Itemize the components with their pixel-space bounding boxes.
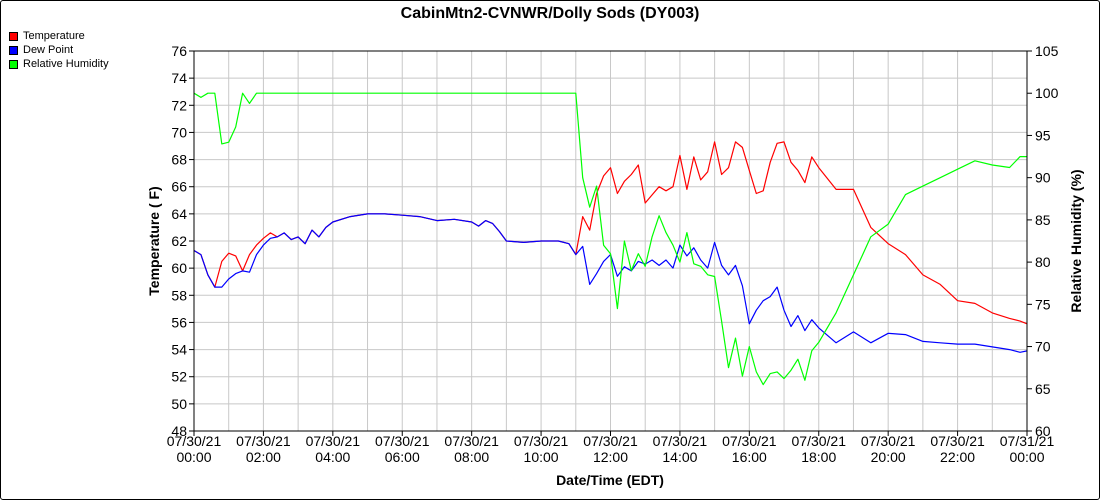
y-right-tick-label: 100 <box>1035 85 1059 101</box>
x-tick-label-time: 14:00 <box>662 449 697 465</box>
x-tick-label-date: 07/30/21 <box>722 433 777 449</box>
x-tick-label-time: 16:00 <box>732 449 767 465</box>
y-axis-right-label: Relative Humidity (%) <box>1068 169 1084 312</box>
x-tick-label-time: 18:00 <box>801 449 836 465</box>
y-left-tick-label: 60 <box>171 260 187 276</box>
legend-label-relative-humidity: Relative Humidity <box>23 58 109 70</box>
plot-area-border <box>193 50 1028 432</box>
y-axis-left-label: Temperature ( F) <box>146 186 162 295</box>
y-right-tick-label: 80 <box>1035 254 1051 270</box>
legend-swatch-temperature <box>9 31 18 41</box>
x-axis-label: Date/Time (EDT) <box>556 472 664 488</box>
chart-legend: Temperature Dew Point Relative Humidity <box>9 29 109 71</box>
y-left-tick-label: 72 <box>171 97 187 113</box>
y-left-tick-label: 70 <box>171 124 187 140</box>
x-tick-label-date: 07/30/21 <box>167 433 222 449</box>
y-left-tick-label: 62 <box>171 233 187 249</box>
legend-swatch-dew-point <box>9 45 18 55</box>
y-right-tick-label: 105 <box>1035 43 1059 59</box>
x-tick-label-time: 04:00 <box>315 449 350 465</box>
legend-label-temperature: Temperature <box>23 30 85 42</box>
grid-lines <box>193 50 1028 432</box>
x-tick-label-time: 22:00 <box>940 449 975 465</box>
y-right-tick-label: 70 <box>1035 339 1051 355</box>
x-tick-label-date: 07/30/21 <box>792 433 847 449</box>
axes: 48 50 52 54 56 58 60 62 64 66 68 70 72 74 76 60 65 70 75 80… <box>167 43 1059 465</box>
y-left-tick-label: 48 <box>171 423 187 439</box>
chart-title: CabinMtn2-CVNWR/Dolly Sods (DY003) <box>400 5 700 22</box>
x-tick-label-date: 07/30/21 <box>375 433 430 449</box>
x-tick-label-date: 07/30/21 <box>306 433 361 449</box>
x-tick-label-date: 07/31/21 <box>1000 433 1055 449</box>
x-tick-label-date: 07/30/21 <box>514 433 569 449</box>
y-left-tick-label: 56 <box>171 314 187 330</box>
legend-item-temperature: Temperature <box>9 29 109 43</box>
y-left-tick-label: 54 <box>171 342 187 358</box>
legend-item-dew-point: Dew Point <box>9 43 109 57</box>
y-right-tick-label: 95 <box>1035 127 1051 143</box>
x-tick-label-time: 02:00 <box>246 449 281 465</box>
y-left-tick-label: 52 <box>171 369 187 385</box>
series-line-relative-humidity <box>193 92 1027 386</box>
legend-swatch-relative-humidity <box>9 59 18 69</box>
x-tick-label-time: 06:00 <box>385 449 420 465</box>
x-tick-label-date: 07/30/21 <box>930 433 985 449</box>
y-left-tick-label: 58 <box>171 287 187 303</box>
x-tick-label-date: 07/30/21 <box>653 433 708 449</box>
series-lines <box>193 92 1028 386</box>
y-right-tick-label: 65 <box>1035 381 1051 397</box>
x-tick-label-time: 10:00 <box>524 449 559 465</box>
x-tick-label-time: 00:00 <box>176 449 211 465</box>
y-right-tick-label: 75 <box>1035 296 1051 312</box>
x-tick-label-time: 08:00 <box>454 449 489 465</box>
legend-label-dew-point: Dew Point <box>23 44 74 56</box>
y-left-tick-label: 50 <box>171 396 187 412</box>
y-right-tick-label: 90 <box>1035 170 1051 186</box>
x-tick-label-time: 20:00 <box>871 449 906 465</box>
x-tick-label-date: 07/30/21 <box>583 433 638 449</box>
x-tick-label-time: 00:00 <box>1009 449 1044 465</box>
x-tick-label-date: 07/30/21 <box>861 433 916 449</box>
x-tick-label-date: 07/30/21 <box>236 433 291 449</box>
y-left-tick-label: 76 <box>171 43 187 59</box>
x-tick-label-time: 12:00 <box>593 449 628 465</box>
y-right-tick-label: 60 <box>1035 423 1051 439</box>
y-left-tick-label: 66 <box>171 179 187 195</box>
y-left-tick-label: 74 <box>171 70 187 86</box>
x-tick-label-date: 07/30/21 <box>444 433 499 449</box>
y-left-tick-label: 64 <box>171 206 187 222</box>
y-left-tick-label: 68 <box>171 152 187 168</box>
legend-item-relative-humidity: Relative Humidity <box>9 57 109 71</box>
y-right-tick-label: 85 <box>1035 212 1051 228</box>
